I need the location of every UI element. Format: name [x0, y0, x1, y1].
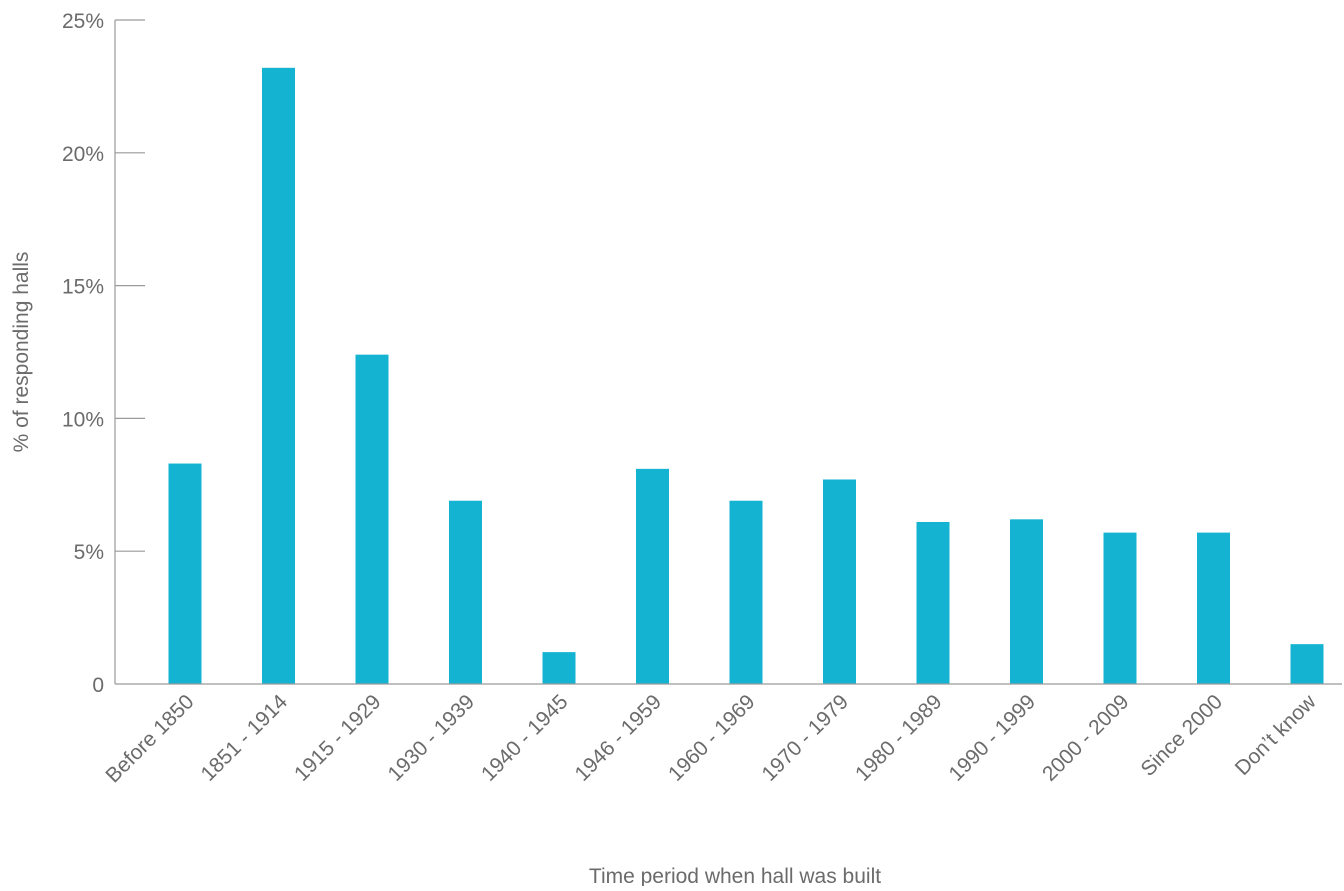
y-tick-label: 25%: [62, 10, 104, 33]
y-tick-label: 15%: [62, 276, 104, 299]
bar: [262, 67, 295, 685]
x-tick-label: 1946 - 1959: [570, 690, 666, 786]
bar: [1103, 532, 1137, 684]
bar: [1197, 532, 1230, 684]
y-tick-label: 5%: [74, 541, 104, 564]
x-tick-label: 1930 - 1939: [383, 690, 479, 786]
bar: [1290, 644, 1324, 684]
bar: [542, 652, 576, 684]
x-tick-label: 1990 - 1999: [944, 690, 1040, 786]
y-axis: 0 5% 10% 15% 20% 25%: [62, 10, 145, 697]
bar: [823, 479, 856, 684]
bar: [636, 468, 669, 684]
x-tick-label: 1915 - 1929: [290, 690, 386, 786]
bar: [168, 463, 202, 684]
y-tick-label: 0: [92, 674, 104, 697]
x-tick-label: 1960 - 1969: [664, 690, 760, 786]
y-tick-label: 20%: [62, 143, 104, 166]
y-axis-title: % of responding halls: [10, 252, 33, 453]
bar: [355, 354, 389, 684]
x-tick-label: 1980 - 1989: [851, 690, 947, 786]
bar: [729, 500, 763, 684]
y-tick-label: 10%: [62, 408, 104, 431]
x-axis-title: Time period when hall was built: [589, 865, 881, 886]
bars: [168, 67, 1324, 685]
bar: [916, 521, 950, 684]
bar: [449, 500, 482, 684]
x-tick-label: 2000 - 2009: [1038, 690, 1134, 786]
x-tick-label: 1851 - 1914: [196, 690, 292, 786]
bar: [1010, 519, 1043, 684]
x-tick-label: Don’t know: [1231, 690, 1321, 780]
x-tick-label: Since 2000: [1136, 690, 1227, 781]
x-tick-label: Before 1850: [101, 690, 198, 787]
x-tick-label: 1940 - 1945: [477, 690, 573, 786]
x-tick-label: 1970 - 1979: [757, 690, 853, 786]
